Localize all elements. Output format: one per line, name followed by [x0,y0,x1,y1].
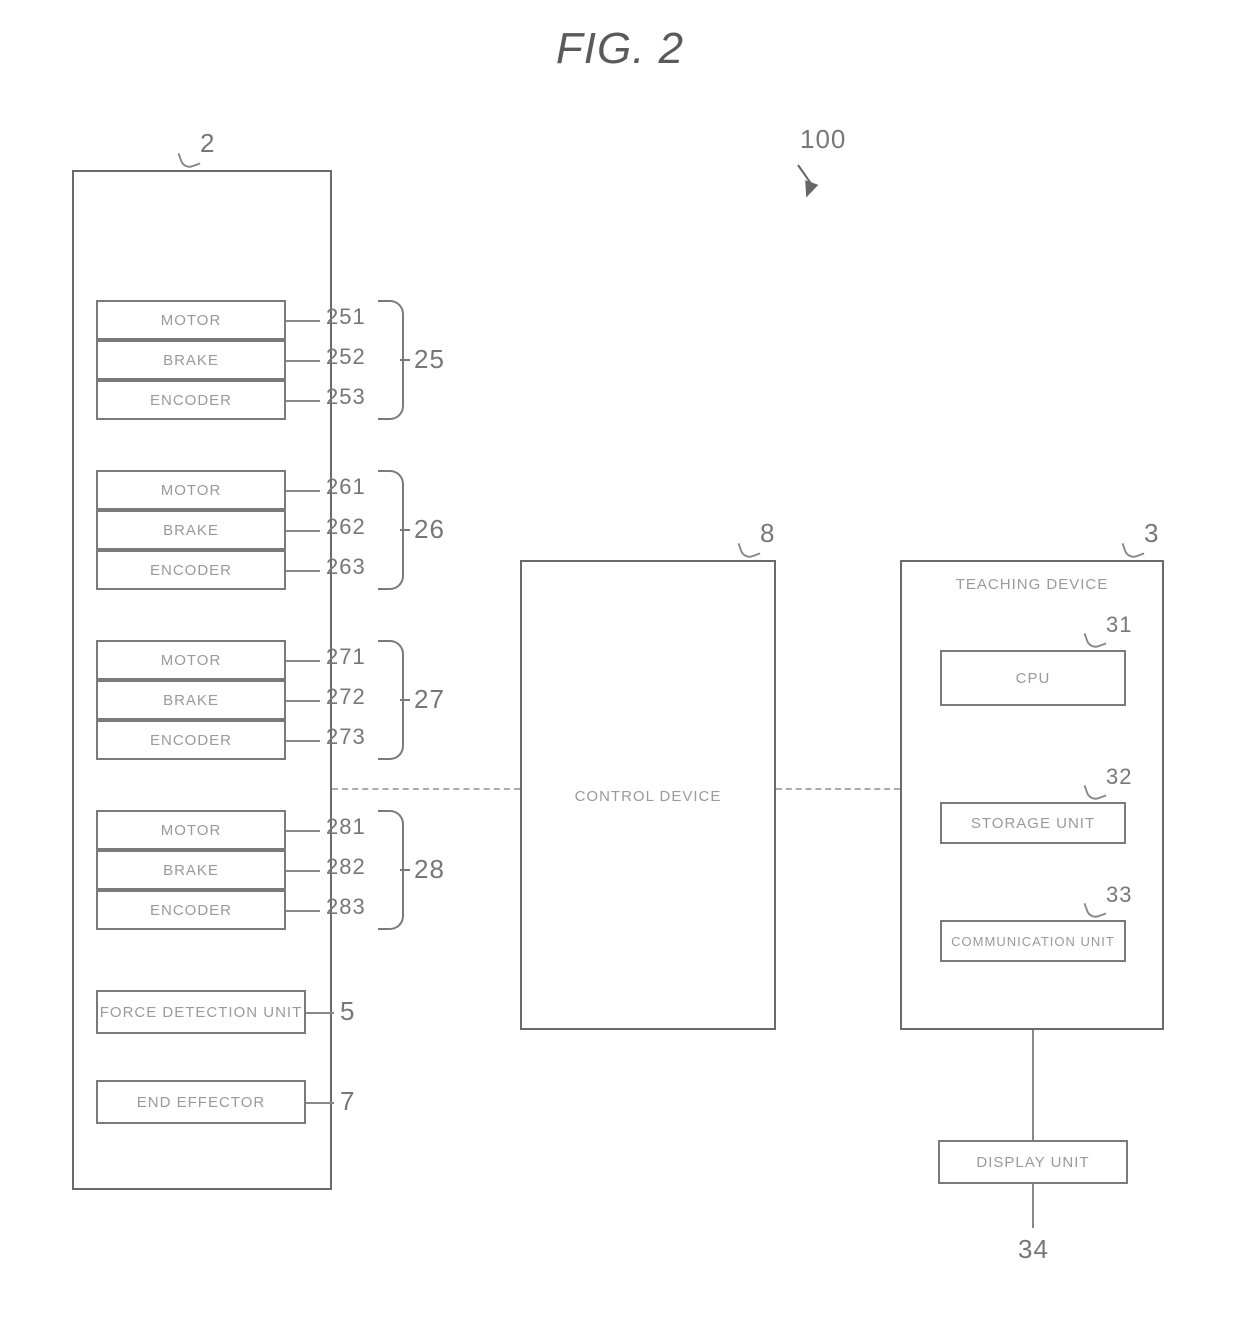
label: MOTOR [161,482,222,499]
leader [286,570,320,572]
brace-icon [378,640,402,760]
ref-251: 251 [326,304,366,330]
leader [286,400,320,402]
leader [286,870,320,872]
ref-system: 100 [800,124,846,155]
brace-icon [378,810,402,930]
arrowhead-icon [800,180,819,200]
label: FORCE DETECTION UNIT [100,1004,303,1021]
hook-icon [737,537,760,560]
label: BRAKE [163,352,219,369]
hook-icon [177,147,200,170]
ref-5: 5 [340,996,355,1027]
group25-brake: BRAKE [96,340,286,380]
dashed-connector [776,788,900,790]
ref-252: 252 [326,344,366,370]
label: BRAKE [163,862,219,879]
ref-283: 283 [326,894,366,920]
group25-motor: MOTOR [96,300,286,340]
ref-25: 25 [414,344,445,375]
group28-brake: BRAKE [96,850,286,890]
end-effector: END EFFECTOR [96,1080,306,1124]
ref-31: 31 [1106,612,1132,638]
label: ENCODER [150,902,232,919]
group28-encoder: ENCODER [96,890,286,930]
control-device-label: CONTROL DEVICE [575,788,722,805]
ref-263: 263 [326,554,366,580]
label: ENCODER [150,562,232,579]
label: BRAKE [163,522,219,539]
teaching-storage: STORAGE UNIT [940,802,1126,844]
ref-control: 8 [760,518,775,549]
leader [286,910,320,912]
force-detection-unit: FORCE DETECTION UNIT [96,990,306,1034]
ref-32: 32 [1106,764,1132,790]
group26-motor: MOTOR [96,470,286,510]
leader [306,1012,334,1014]
label: DISPLAY UNIT [976,1154,1089,1171]
teaching-communication: COMMUNICATION UNIT [940,920,1126,962]
label: MOTOR [161,312,222,329]
group26-encoder: ENCODER [96,550,286,590]
group25-encoder: ENCODER [96,380,286,420]
brace-icon [378,300,402,420]
ref-261: 261 [326,474,366,500]
leader [286,700,320,702]
ref-282: 282 [326,854,366,880]
connector-v [1032,1030,1034,1140]
connector-v [1032,1184,1034,1228]
ref-253: 253 [326,384,366,410]
leader [286,660,320,662]
ref-273: 273 [326,724,366,750]
ref-7: 7 [340,1086,355,1117]
label: MOTOR [161,652,222,669]
label: ENCODER [150,732,232,749]
group28-motor: MOTOR [96,810,286,850]
leader [286,360,320,362]
label: END EFFECTOR [137,1094,265,1111]
leader [286,830,320,832]
leader [286,320,320,322]
label: ENCODER [150,392,232,409]
brace-icon [378,470,402,590]
ref-robot-block: 2 [200,128,215,159]
teaching-device-title: TEACHING DEVICE [956,576,1109,593]
display-unit: DISPLAY UNIT [938,1140,1128,1184]
ref-281: 281 [326,814,366,840]
hook-icon [1121,537,1144,560]
group27-motor: MOTOR [96,640,286,680]
label: CPU [1016,670,1051,687]
ref-26: 26 [414,514,445,545]
ref-27: 27 [414,684,445,715]
label: COMMUNICATION UNIT [951,934,1115,949]
ref-271: 271 [326,644,366,670]
label: BRAKE [163,692,219,709]
leader [286,740,320,742]
label: MOTOR [161,822,222,839]
ref-teaching: 3 [1144,518,1159,549]
ref-28: 28 [414,854,445,885]
ref-34: 34 [1018,1234,1049,1265]
figure-title: FIG. 2 [556,24,684,74]
group26-brake: BRAKE [96,510,286,550]
dashed-connector [332,788,520,790]
leader [286,530,320,532]
leader [306,1102,334,1104]
ref-262: 262 [326,514,366,540]
leader [286,490,320,492]
group27-brake: BRAKE [96,680,286,720]
label: STORAGE UNIT [971,815,1095,832]
teaching-cpu: CPU [940,650,1126,706]
ref-272: 272 [326,684,366,710]
ref-33: 33 [1106,882,1132,908]
group27-encoder: ENCODER [96,720,286,760]
